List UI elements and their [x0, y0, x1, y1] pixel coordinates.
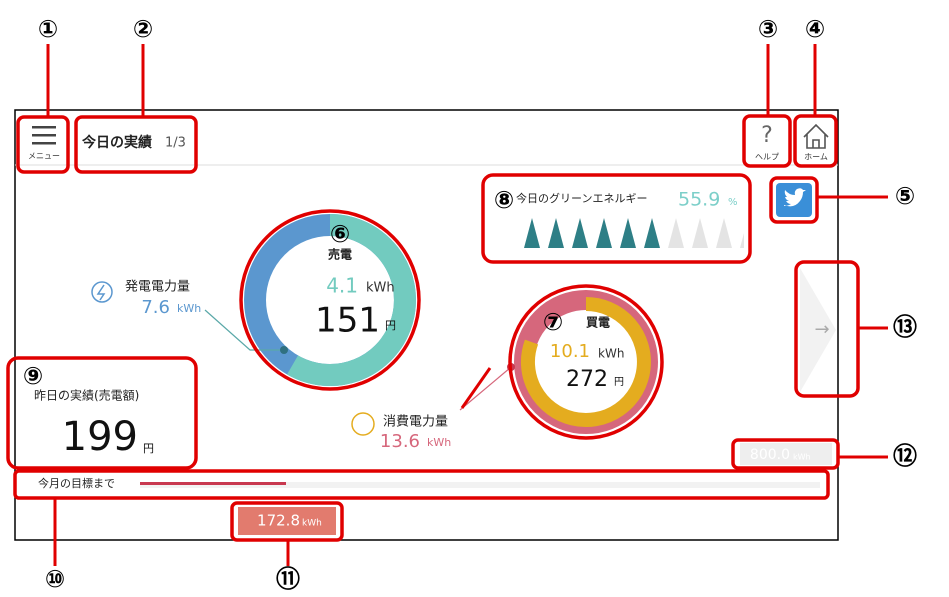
generation-icon — [91, 281, 113, 303]
annotation-box — [13, 469, 830, 500]
consumption-value: 13.6 — [380, 431, 420, 452]
next-arrow: → — [814, 319, 829, 340]
generation-value: 7.6 — [141, 297, 170, 318]
annotation-number: ⑤ — [895, 182, 915, 210]
home-button[interactable]: ホーム — [803, 123, 829, 162]
generation-unit: kWh — [177, 302, 201, 315]
green-energy-value: 55.9 — [678, 189, 720, 211]
annotation-number: ⑧ — [494, 186, 514, 214]
annotation-number: ③ — [758, 15, 778, 43]
purchase-energy-unit: kWh — [598, 347, 624, 361]
next-panel[interactable] — [800, 268, 836, 392]
home-label: ホーム — [804, 153, 828, 162]
annotation-number: ⑬ — [893, 313, 917, 341]
green-energy-label: 今日のグリーンエネルギー — [516, 191, 647, 205]
sale-energy: 4.1 — [326, 274, 358, 298]
menu-icon-bar — [32, 134, 56, 137]
purchase-arc — [520, 297, 651, 427]
page-indicator: 1/3 — [165, 136, 186, 151]
page-title: 今日の実績 — [81, 134, 152, 151]
home-icon — [803, 123, 829, 149]
annotation-number: ⑦ — [543, 308, 563, 336]
goal-target-badge — [740, 443, 832, 465]
annotation-box — [16, 115, 70, 174]
yesterday-amount: 199 — [62, 414, 138, 460]
annotation-box — [239, 209, 421, 391]
tree-filled — [524, 218, 660, 248]
purchase-label: 買電 — [586, 316, 610, 330]
purchase-energy: 10.1 — [550, 341, 590, 362]
sale-arc — [287, 214, 416, 386]
menu-label: メニュー — [28, 152, 60, 161]
annotation-number: ② — [133, 15, 153, 43]
consumption-leader — [459, 367, 511, 411]
annotation-box — [731, 438, 840, 470]
annotation-box — [508, 284, 664, 440]
annotation-number: ⑨ — [23, 362, 43, 390]
consumption-unit: kWh — [427, 436, 451, 449]
annotation-overlay — [6, 44, 888, 566]
menu-icon-bar — [32, 142, 56, 145]
generation-leader — [204, 309, 284, 351]
annotation-number: ⑥ — [330, 220, 350, 248]
yesterday-label: 昨日の実績(売電額) — [34, 388, 139, 403]
menu-button[interactable]: メニュー — [28, 126, 60, 161]
menu-icon-bar — [32, 126, 56, 129]
sale-amount: 151 — [315, 301, 380, 341]
purchase-amount-unit: 円 — [614, 377, 624, 388]
help-button[interactable]: ? ヘルプ — [755, 123, 779, 162]
green-energy-unit: % — [728, 197, 738, 208]
annotation-box — [769, 176, 819, 224]
annotation-number: ⑩ — [45, 565, 65, 593]
generation-label: 発電電力量 — [125, 280, 190, 295]
annotation-box — [481, 173, 752, 264]
annotation-number: ① — [38, 15, 58, 43]
goal-current-badge — [238, 507, 336, 535]
goal-progress — [140, 482, 286, 485]
goal-current: 172.8 — [257, 512, 300, 530]
goal-target: 800.0 — [750, 447, 790, 463]
annotation-box — [6, 356, 198, 470]
annotation-leader — [460, 367, 492, 409]
generation-dot — [280, 346, 288, 354]
goal-track — [140, 482, 820, 488]
twitter-icon — [784, 188, 806, 207]
yesterday-unit: 円 — [143, 442, 154, 455]
sale-amount-unit: 円 — [385, 319, 396, 332]
help-icon: ? — [761, 123, 773, 148]
goal-current-unit: kWh — [302, 519, 322, 529]
annotation-number: ⑪ — [276, 565, 300, 593]
sale-label: 売電 — [328, 247, 352, 262]
purchase-amount: 272 — [566, 367, 608, 392]
annotation-number: ⑫ — [893, 442, 917, 470]
consumption-label: 消費電力量 — [383, 415, 448, 430]
annotation-box — [74, 115, 198, 174]
sale-energy-unit: kWh — [366, 281, 395, 296]
help-label: ヘルプ — [755, 153, 779, 162]
generation-bolt — [96, 284, 106, 301]
annotation-number: ④ — [805, 15, 825, 43]
tree-icons — [524, 218, 744, 248]
tree-empty — [668, 218, 744, 248]
goal-label: 今月の目標まで — [38, 476, 115, 490]
goal-target-unit: kWh — [793, 453, 811, 462]
consumption-icon — [351, 412, 375, 436]
